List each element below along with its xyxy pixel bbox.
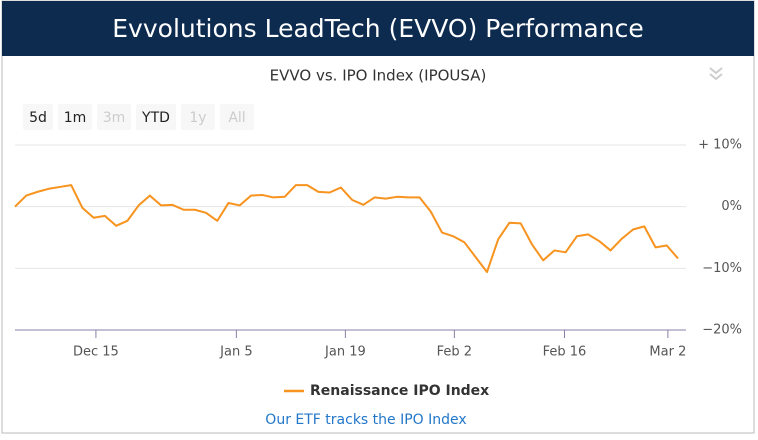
- range-button[interactable]: [58, 104, 92, 130]
- legend-label[interactable]: Renaissance IPO Index: [310, 383, 489, 399]
- y-tick-label: 0%: [721, 199, 742, 214]
- range-button-label: 1m: [64, 110, 87, 126]
- range-button-label: 3m: [103, 110, 126, 126]
- x-tick-label: Dec 15: [73, 345, 119, 360]
- range-selector: 5d 1m 3m YTD 1y All: [23, 104, 254, 130]
- range-button[interactable]: [136, 104, 176, 130]
- range-button[interactable]: [23, 104, 53, 130]
- x-tick-label: Jan 19: [324, 345, 366, 360]
- chart-title: EVVO vs. IPO Index (IPOUSA): [270, 67, 487, 85]
- y-tick-label: −10%: [702, 261, 742, 276]
- series-line: [14, 184, 679, 274]
- chevron: [709, 67, 723, 75]
- range-button-label: 5d: [29, 110, 47, 126]
- x-tick-label: Jan 5: [219, 345, 252, 360]
- header-title: Evvolutions LeadTech (EVVO) Performance: [112, 14, 643, 43]
- y-tick-label: −20%: [702, 323, 742, 338]
- range-button-label: YTD: [141, 110, 170, 126]
- range-button-label: 1y: [189, 110, 206, 126]
- x-tick-label: Feb 2: [437, 345, 472, 360]
- header-bar: [2, 1, 754, 56]
- range-button: [181, 104, 215, 130]
- range-button: [220, 104, 254, 130]
- range-button-label: All: [228, 110, 245, 126]
- chevron: [709, 73, 723, 81]
- x-tick-label: Feb 16: [543, 345, 587, 360]
- x-tick-label: Mar 2: [649, 345, 686, 360]
- y-tick-label: + 10%: [698, 138, 742, 153]
- etf-link[interactable]: Our ETF tracks the IPO Index: [265, 412, 466, 428]
- range-button: [97, 104, 131, 130]
- menu-icon[interactable]: [709, 67, 723, 81]
